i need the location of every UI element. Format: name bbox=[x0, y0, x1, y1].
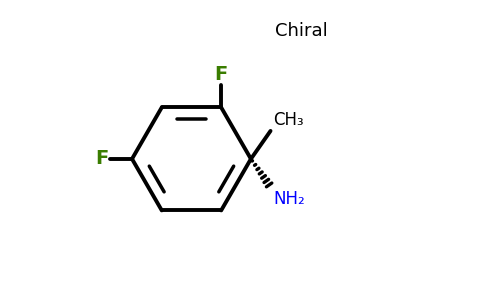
Text: CH₃: CH₃ bbox=[273, 111, 304, 129]
Text: F: F bbox=[95, 149, 108, 168]
Text: F: F bbox=[214, 65, 228, 84]
Text: NH₂: NH₂ bbox=[273, 190, 305, 208]
Text: Chiral: Chiral bbox=[275, 22, 328, 40]
